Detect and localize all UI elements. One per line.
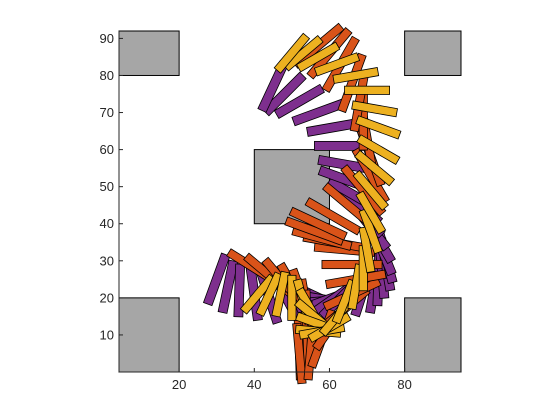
y-tick-label: 30 <box>100 253 114 268</box>
pose-marker <box>282 35 324 72</box>
pose-marker <box>337 52 367 114</box>
pose-marker <box>356 134 401 166</box>
ticks-layer: 20 40 60 80 10 20 30 40 50 60 70 80 90 <box>100 31 412 392</box>
pose-marker <box>332 67 380 84</box>
pose-marker <box>352 169 390 211</box>
pose-marker <box>355 115 402 140</box>
obstacle-2 <box>404 30 462 76</box>
obstacle-4 <box>118 297 180 373</box>
x-tick-label: 60 <box>322 377 336 392</box>
pose-marker <box>354 149 396 187</box>
pose-marker <box>271 270 290 318</box>
x-tick-label: 20 <box>172 377 186 392</box>
y-tick-label: 70 <box>100 105 114 120</box>
obstacle-1 <box>118 30 180 76</box>
pose-marker <box>355 190 387 235</box>
pose-marker <box>344 85 390 95</box>
pose-marker <box>358 208 383 255</box>
obstacle-5 <box>404 297 462 373</box>
pose-marker <box>217 259 239 314</box>
pose-marker <box>296 41 341 73</box>
pose-marker <box>273 32 311 74</box>
pose-marker <box>321 259 383 270</box>
y-tick-label: 40 <box>100 216 114 231</box>
series-yellow <box>239 32 402 343</box>
y-tick-label: 10 <box>100 327 114 342</box>
pose-marker <box>287 274 297 321</box>
y-tick-label: 80 <box>100 68 114 83</box>
pose-marker <box>292 322 307 385</box>
series-layer <box>202 22 402 385</box>
y-tick-label: 20 <box>100 290 114 305</box>
axes-layer <box>118 31 461 373</box>
x-tick-label: 40 <box>247 377 261 392</box>
pose-marker <box>255 271 284 317</box>
y-tick-label: 50 <box>100 179 114 194</box>
pose-marker <box>288 206 348 241</box>
y-tick-label: 60 <box>100 142 114 157</box>
y-tick-label: 90 <box>100 31 114 46</box>
pose-marker <box>351 100 398 118</box>
pose-marker <box>313 52 361 77</box>
x-tick-label: 80 <box>397 377 411 392</box>
pose-marker <box>358 226 376 274</box>
pose-marker <box>202 252 231 307</box>
